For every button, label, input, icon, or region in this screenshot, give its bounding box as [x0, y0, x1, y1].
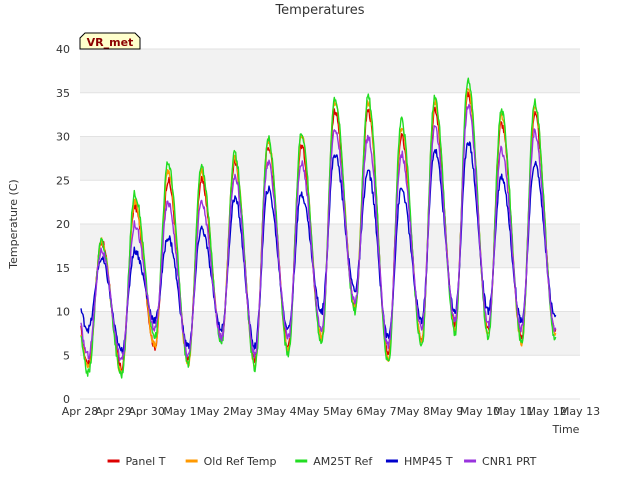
legend-item: CNR1 PRT: [464, 455, 537, 468]
legend-item: AM25T Ref: [295, 455, 373, 468]
chart-title: Temperatures: [274, 3, 364, 18]
y-tick-label: 10: [56, 306, 70, 319]
x-tick-label: May 5: [297, 405, 330, 418]
y-tick-label: 30: [56, 131, 70, 144]
x-tick-label: May 13: [560, 405, 600, 418]
x-tick-label: Apr 29: [95, 405, 132, 418]
legend-label: AM25T Ref: [313, 455, 373, 468]
legend-item: HMP45 T: [385, 455, 453, 468]
x-axis-label: Time: [552, 423, 580, 436]
grid-band: [80, 224, 580, 268]
x-tick-label: May 11: [493, 405, 533, 418]
series-line-cnr1-prt: [80, 103, 557, 362]
x-tick-label: May 12: [527, 405, 567, 418]
x-tick-label: May 1: [163, 405, 196, 418]
x-tick-label: May 3: [230, 405, 263, 418]
x-tick-label: Apr 28: [62, 405, 99, 418]
x-tick-label: May 4: [263, 405, 296, 418]
x-tick-label: May 7: [363, 405, 396, 418]
y-tick-label: 25: [56, 174, 70, 187]
y-tick-label: 20: [56, 218, 70, 231]
y-tick-label: 5: [63, 349, 70, 362]
x-tick-label: May 8: [397, 405, 430, 418]
legend-label: CNR1 PRT: [482, 455, 537, 468]
x-tick-label: Apr 30: [128, 405, 165, 418]
y-tick-label: 15: [56, 262, 70, 275]
legend: Panel T Old Ref Temp AM25T Ref HMP45 T CNR1 …: [107, 455, 537, 468]
badge-label: VR_met: [87, 36, 134, 49]
legend-item: Old Ref Temp: [185, 455, 277, 468]
x-tick-label: May 9: [430, 405, 463, 418]
grid-band: [80, 311, 580, 356]
legend-label: HMP45 T: [404, 455, 453, 468]
x-tick-label: May 2: [197, 405, 230, 418]
grid-band: [80, 49, 580, 93]
legend-item: Panel T: [107, 455, 166, 468]
legend-label: Panel T: [126, 455, 166, 468]
y-axis-ticks: 0 5 10 15 20 25 30 35 40: [56, 43, 70, 406]
x-tick-label: May 10: [460, 405, 500, 418]
vr-met-badge: VR_met: [79, 32, 141, 50]
x-tick-label: May 6: [330, 405, 363, 418]
y-tick-label: 35: [56, 87, 70, 100]
series-lines: [80, 77, 557, 379]
y-axis-label: Temperature (C): [7, 179, 20, 269]
y-tick-label: 0: [63, 393, 70, 406]
y-tick-label: 40: [56, 43, 70, 56]
badge-box: [79, 32, 141, 50]
legend-label: Old Ref Temp: [204, 455, 277, 468]
